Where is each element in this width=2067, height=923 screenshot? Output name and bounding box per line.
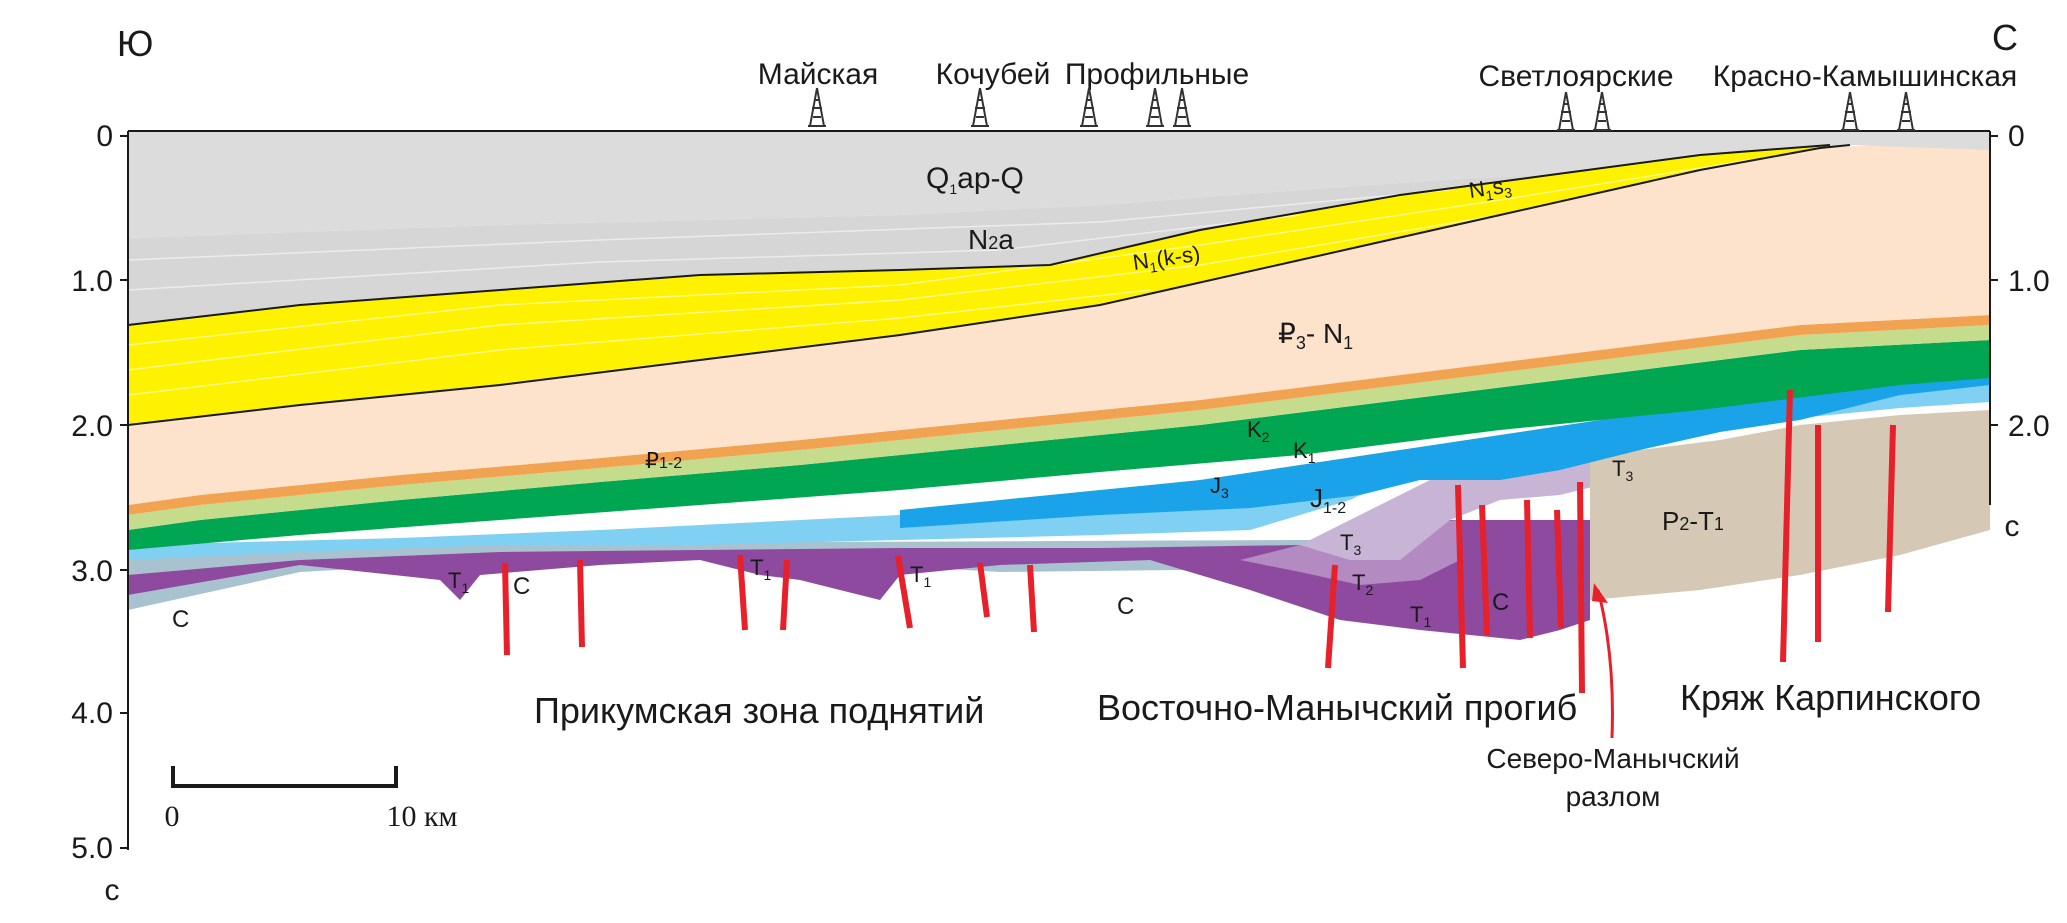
well-name-maiskaya: Майская <box>758 58 878 91</box>
label-t1-a: T1 <box>448 568 469 596</box>
layer-jurassic-j12 <box>900 370 1990 528</box>
layer-cretaceous-k1 <box>128 340 1990 550</box>
fault-line <box>1577 481 1585 694</box>
layer-neogene-n1ks <box>128 145 1850 425</box>
left-tick-1: 1.0 <box>71 265 113 298</box>
left-tick-0: 0 <box>96 120 113 153</box>
label-p3-n1: ₽3- N1 <box>1278 318 1353 353</box>
label-t2: T2 <box>1352 570 1373 598</box>
label-t1-trough: T1 <box>1410 602 1431 630</box>
derrick-icon <box>1593 91 1611 131</box>
label-j1-2: J1-2 <box>1310 483 1346 517</box>
fault-line <box>1325 564 1338 669</box>
label-k2: K2 <box>1247 417 1270 445</box>
fault-line <box>977 562 990 618</box>
derrick-icon <box>971 87 989 127</box>
label-p1-2: ₽1-2 <box>645 448 682 473</box>
scale-end: 10 км <box>386 800 457 833</box>
well-icons <box>808 87 1915 131</box>
label-t3-trough: T3 <box>1340 530 1361 558</box>
right-tick-1: 1.0 <box>2008 265 2050 298</box>
horizons <box>127 144 1851 426</box>
fault-line <box>1479 504 1490 636</box>
layer-quaternary <box>128 132 1990 238</box>
layer-triassic-t1 <box>128 520 1590 640</box>
fault-line <box>780 559 790 631</box>
derrick-icon <box>808 87 826 127</box>
fault-line <box>737 554 748 631</box>
label-c-b: C <box>513 573 530 600</box>
zone-vost-manych: Восточно-Манычский прогиб <box>1097 687 1577 728</box>
left-tick-4: 4.0 <box>71 697 113 730</box>
direction-south: Ю <box>117 23 153 64</box>
fault-line <box>577 559 585 648</box>
fault-line <box>1524 499 1533 639</box>
right-tick-2: 2.0 <box>2008 410 2050 443</box>
derrick-icon <box>1080 87 1098 127</box>
left-tick-3: 3.0 <box>71 555 113 588</box>
layer-triassic-t3 <box>1300 450 1660 560</box>
scale-start: 0 <box>165 800 180 833</box>
derrick-icon <box>1897 91 1915 131</box>
fault-label-line1: Северо-Манычский <box>1486 743 1739 774</box>
layer-jurassic-light <box>128 365 1990 560</box>
well-name-krasno-kamyshinskaya: Красно-Камышинская <box>1713 60 2018 93</box>
faults <box>502 389 1896 694</box>
fault-arrow <box>1596 589 1614 739</box>
well-name-profilnye: Профильные <box>1065 58 1249 91</box>
label-n2a: N2a <box>968 224 1014 255</box>
fault-line <box>502 562 510 656</box>
derrick-icon <box>1557 91 1575 131</box>
left-axis-unit: с <box>105 874 120 907</box>
fault-label-line2: разлом <box>1566 781 1661 812</box>
well-name-svetloyarskie: Светлоярские <box>1478 60 1673 93</box>
label-t1-b: T1 <box>750 555 771 583</box>
layer-paleogene-p12 <box>128 315 1990 515</box>
fault-line <box>1885 424 1896 613</box>
label-t1-c: T1 <box>910 562 931 590</box>
fault-line <box>1780 389 1793 663</box>
scale-bar <box>171 766 398 788</box>
fault-line <box>1455 484 1466 669</box>
fault-line <box>1027 564 1037 633</box>
label-j3: J3 <box>1210 473 1229 501</box>
derrick-icon <box>1841 91 1859 131</box>
label-p2-t1: P2-T1 <box>1662 506 1724 536</box>
derrick-icon <box>1146 87 1164 127</box>
left-tick-2: 2.0 <box>71 410 113 443</box>
layers <box>128 132 1990 640</box>
label-c-a: C <box>172 606 189 633</box>
well-name-kochubei: Кочубей <box>936 58 1051 91</box>
label-c-d: C <box>1492 589 1509 616</box>
label-n1ks: N1(k-s) <box>1131 241 1202 278</box>
direction-north: С <box>1992 17 2018 58</box>
fault-line <box>1554 509 1564 629</box>
label-n1s3: N1s3 <box>1467 172 1513 206</box>
right-axis-ticks <box>1990 135 1998 426</box>
left-tick-5: 5.0 <box>71 832 113 865</box>
right-axis-unit: с <box>2005 510 2020 543</box>
right-tick-0: 0 <box>2008 120 2025 153</box>
fault-arrowhead <box>1592 583 1608 603</box>
label-c-c: C <box>1117 593 1134 620</box>
zone-prikumsk: Прикумская зона поднятий <box>534 690 984 731</box>
layer-neogene-n2a <box>128 175 1550 325</box>
label-k1: K1 <box>1293 438 1316 466</box>
fault-line <box>895 555 913 629</box>
label-q1ap-q: Q1ap-Q <box>926 162 1024 197</box>
layer-paleogene-p3n1 <box>128 145 1990 505</box>
left-axis-ticks <box>120 135 128 849</box>
derrick-icon <box>1173 87 1191 127</box>
zone-karpinsky: Кряж Карпинского <box>1680 677 1981 718</box>
layer-cretaceous-k2 <box>128 325 1990 530</box>
label-t3-ridge: T3 <box>1612 456 1633 484</box>
